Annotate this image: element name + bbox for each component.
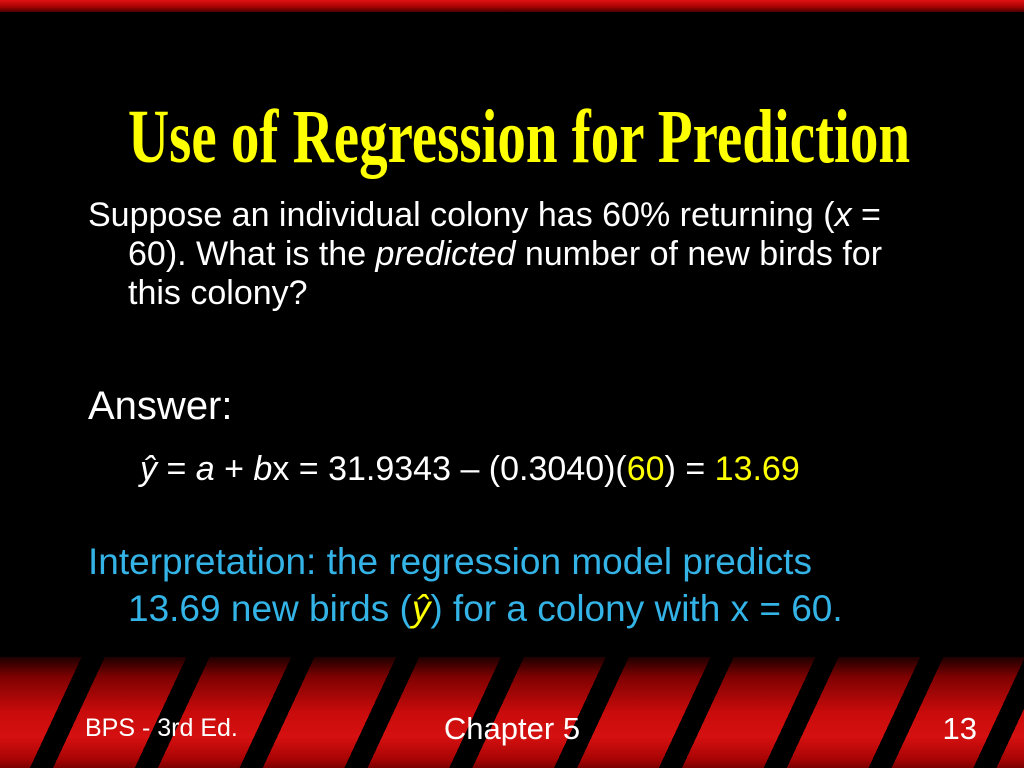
question-paragraph: Suppose an individual colony has 60% ret… xyxy=(88,196,968,313)
intercept-a: a xyxy=(195,450,215,488)
top-red-bar xyxy=(0,0,1024,12)
question-text: Suppose an individual colony has 60% ret… xyxy=(88,196,835,234)
question-text: this colony? xyxy=(128,274,308,312)
question-line-2: 60). What is the predicted number of new… xyxy=(88,235,968,274)
answer-label: Answer: xyxy=(88,384,233,428)
slide-title: Use of Regression for Prediction xyxy=(128,94,911,179)
highlight-60: 60 xyxy=(626,450,665,488)
question-text: number of new birds for xyxy=(515,235,883,273)
interpretation-line-2: 13.69 new birds (ŷ) for a colony with x … xyxy=(88,585,988,632)
footer-edition: BPS - 3rd Ed. xyxy=(85,714,238,742)
variable-x: x xyxy=(272,450,290,488)
regression-equation: ŷ = a + bx = 31.9343 – (0.3040)(60) = 13… xyxy=(140,450,800,488)
interpretation-text: ) for a colony with x = 60. xyxy=(430,588,843,629)
emphasis-predicted: predicted xyxy=(375,235,516,273)
footer-banner: BPS - 3rd Ed. Chapter 5 13 xyxy=(0,657,1024,768)
variable-x: x xyxy=(834,196,852,234)
y-hat-symbol: ŷ xyxy=(140,450,157,488)
plus-sign: + xyxy=(214,450,254,488)
interpretation-text: Interpretation: the regression model pre… xyxy=(88,541,812,582)
footer-chapter: Chapter 5 xyxy=(443,711,581,746)
interpretation-text: 13.69 new birds ( xyxy=(128,588,412,629)
slope-b: b xyxy=(253,450,273,488)
equation-body: = 31.9343 – (0.3040)( xyxy=(289,450,627,488)
question-text: = xyxy=(851,196,881,234)
footer-page-number: 13 xyxy=(942,711,977,746)
result-value: 13.69 xyxy=(714,450,800,488)
question-line-1: Suppose an individual colony has 60% ret… xyxy=(88,196,968,235)
equation-close: ) = xyxy=(664,450,715,488)
equals-sign: = xyxy=(157,450,196,488)
y-hat-symbol: ŷ xyxy=(411,588,431,629)
question-text: 60). What is the xyxy=(128,235,376,273)
question-line-3: this colony? xyxy=(88,274,968,313)
interpretation-paragraph: Interpretation: the regression model pre… xyxy=(88,538,988,632)
interpretation-line-1: Interpretation: the regression model pre… xyxy=(88,538,988,585)
